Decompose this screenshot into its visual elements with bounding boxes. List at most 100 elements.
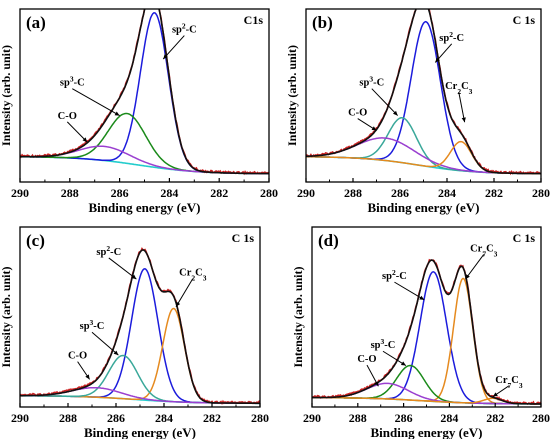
x-tick-label: 286 <box>395 411 413 425</box>
x-tick-label: 286 <box>111 186 129 200</box>
peak-arrowhead <box>400 361 406 366</box>
panel-label: (d) <box>318 231 339 250</box>
panel-b: 290 288 286 284 282 280 Binding energy (eV) Int… <box>285 8 550 215</box>
peak-label-sp2-c: sp2-C <box>96 243 121 258</box>
peak-label-cr7c3: Cr7C3 <box>470 243 498 257</box>
component-peak-sp3-c <box>20 112 269 175</box>
x-tick-label: 282 <box>486 411 504 425</box>
x-tick-label: 284 <box>440 411 458 425</box>
x-tick-label: 288 <box>59 411 77 425</box>
peak-arrowhead <box>435 57 440 63</box>
x-tick-label: 280 <box>260 186 278 200</box>
peak-label-sp3-c: sp3-C <box>359 74 384 89</box>
peak-arrowhead <box>374 381 379 387</box>
corner-label: C1s <box>244 13 264 27</box>
peak-arrowhead <box>465 274 470 280</box>
peak-arrow <box>66 121 88 143</box>
component-peak-cr2c3 <box>20 307 260 405</box>
plot-area <box>312 258 541 405</box>
x-tick-label: 288 <box>61 186 79 200</box>
x-tick-label: 290 <box>11 186 29 200</box>
component-peak-cr2c3 <box>306 140 541 175</box>
peak-arrowhead <box>113 350 119 356</box>
x-axis-label: Binding energy (eV) <box>84 425 196 439</box>
x-axis-label: Binding energy (eV) <box>371 425 483 439</box>
peak-arrow <box>162 35 185 60</box>
peak-arrowhead <box>492 392 498 397</box>
plot-area <box>306 9 541 176</box>
peak-label-sp3-c: sp3-C <box>371 337 396 352</box>
corner-label: C 1s <box>513 231 536 245</box>
raw-spectrum <box>20 9 269 176</box>
component-peak-c-o <box>20 145 269 175</box>
x-tick-label: 280 <box>532 411 550 425</box>
peak-arrow <box>108 257 137 280</box>
peak-arrow <box>394 281 425 301</box>
x-tick-label: 286 <box>391 186 409 200</box>
peak-arrowhead <box>419 295 425 300</box>
x-tick-label: 286 <box>107 411 125 425</box>
fit-envelope <box>20 9 269 175</box>
x-tick-label: 282 <box>210 186 228 200</box>
raw-spectrum <box>306 9 541 176</box>
x-tick-label: 290 <box>303 411 321 425</box>
panel-label: (c) <box>26 231 45 250</box>
peak-label-c-o: C-O <box>68 351 87 362</box>
plot-area <box>20 247 260 405</box>
corner-label: C 1s <box>232 231 255 245</box>
y-axis-label: Intensity (arb. unit) <box>0 45 13 146</box>
y-axis-label: Intensity (arb. unit) <box>285 45 299 146</box>
peak-arrowhead <box>131 274 137 280</box>
background-curve <box>20 155 269 175</box>
corner-label: C 1s <box>513 13 536 27</box>
peak-arrow <box>72 88 120 117</box>
x-tick-label: 280 <box>532 186 550 200</box>
y-axis-label: Intensity (arb. unit) <box>291 266 305 367</box>
peak-arrow <box>458 91 466 123</box>
component-peak-c-o <box>306 137 541 175</box>
peak-label-cr2c3: Cr2C3 <box>445 81 473 96</box>
fit-envelope <box>306 9 541 175</box>
panel-a: 290 288 286 284 282 280 Binding energy (eV) Int… <box>0 8 278 215</box>
panel-label: (b) <box>312 13 333 32</box>
peak-label-c-o: C-O <box>348 108 367 119</box>
peak-arrowhead <box>85 374 90 380</box>
peak-arrow <box>465 254 485 280</box>
x-tick-label: 284 <box>155 411 173 425</box>
component-peak-sp3-c <box>20 354 260 405</box>
raw-spectrum <box>20 247 260 405</box>
x-tick-label: 290 <box>297 186 315 200</box>
x-tick-label: 290 <box>11 411 29 425</box>
x-tick-label: 282 <box>485 186 503 200</box>
x-tick-label: 282 <box>203 411 221 425</box>
panel-d: 290 288 286 284 282 280 Binding energy (eV) Int… <box>291 226 550 439</box>
fit-envelope <box>312 259 541 405</box>
fit-envelope <box>20 249 260 405</box>
peak-label-sp3-c: sp3-C <box>60 74 85 89</box>
peak-arrow <box>91 331 119 356</box>
x-tick-label: 288 <box>344 186 362 200</box>
x-axis-label: Binding energy (eV) <box>368 200 480 215</box>
x-tick-label: 280 <box>251 411 269 425</box>
peak-label-cr7c3-2: Cr7C3 <box>495 375 523 390</box>
plot-area <box>20 9 269 176</box>
x-tick-label: 284 <box>438 186 456 200</box>
peak-arrow <box>175 278 194 308</box>
peak-arrowhead <box>114 111 120 116</box>
peak-arrowhead <box>371 126 377 131</box>
peak-label-sp2-c: sp2-C <box>172 21 197 36</box>
peak-arrowhead <box>82 137 88 143</box>
y-axis-label: Intensity (arb. unit) <box>0 266 13 367</box>
peak-label-sp2-c: sp2-C <box>382 268 407 283</box>
x-tick-label: 288 <box>349 411 367 425</box>
component-peak-sp2-c <box>20 268 260 405</box>
peak-label-sp2-c: sp2-C <box>439 29 464 44</box>
panel-label: (a) <box>26 13 46 32</box>
peak-arrowhead <box>176 301 181 307</box>
peak-arrowhead <box>163 54 168 60</box>
peak-label-c-o: C-O <box>58 111 77 122</box>
peak-arrowhead <box>392 110 398 116</box>
peak-arrowhead <box>461 117 466 123</box>
peak-arrow <box>371 88 399 116</box>
